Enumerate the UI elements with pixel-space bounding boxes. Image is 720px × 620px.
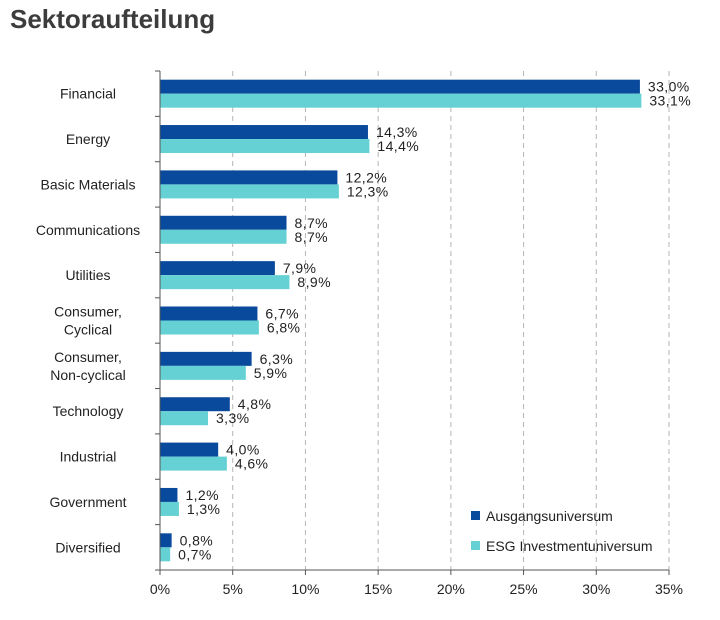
bar-esg-investmentuniversum — [160, 229, 287, 244]
bar-esg-investmentuniversum — [160, 93, 642, 108]
category-label: Government — [49, 494, 126, 510]
category-label: Consumer, — [54, 304, 122, 320]
data-label: 6,3% — [260, 351, 294, 367]
category-label: Cyclical — [64, 322, 112, 338]
data-label: 4,6% — [235, 456, 269, 472]
category-label: Consumer, — [54, 349, 122, 365]
x-tick-label: 30% — [582, 581, 610, 597]
data-label: 12,3% — [347, 183, 389, 199]
bar-esg-investmentuniversum — [160, 139, 370, 154]
x-tick-label: 10% — [291, 581, 319, 597]
legend-swatch — [471, 541, 480, 550]
category-label: Financial — [60, 86, 116, 102]
category-label: Energy — [66, 131, 110, 147]
data-label: 7,9% — [283, 260, 317, 276]
bar-ausgangsuniversum — [160, 533, 172, 548]
category-label: Technology — [53, 403, 124, 419]
bar-esg-investmentuniversum — [160, 456, 227, 471]
bar-ausgangsuniversum — [160, 261, 275, 276]
bar-ausgangsuniversum — [160, 487, 178, 502]
category-label: Industrial — [60, 449, 117, 465]
data-label: 33,1% — [649, 93, 691, 109]
data-label: 33,0% — [648, 79, 690, 95]
category-label: Non-cyclical — [50, 367, 125, 383]
bar-ausgangsuniversum — [160, 351, 252, 366]
bar-ausgangsuniversum — [160, 79, 640, 94]
data-label: 1,3% — [187, 501, 221, 517]
bar-ausgangsuniversum — [160, 170, 338, 185]
x-tick-label: 20% — [437, 581, 465, 597]
bar-esg-investmentuniversum — [160, 320, 259, 335]
category-label: Utilities — [65, 267, 110, 283]
bar-esg-investmentuniversum — [160, 547, 171, 562]
bar-esg-investmentuniversum — [160, 411, 208, 426]
data-label: 14,4% — [377, 138, 419, 154]
bar-ausgangsuniversum — [160, 125, 368, 140]
data-label: 4,8% — [238, 396, 272, 412]
data-label: 8,7% — [295, 229, 329, 245]
bar-ausgangsuniversum — [160, 215, 287, 230]
x-tick-label: 35% — [655, 581, 683, 597]
bar-ausgangsuniversum — [160, 442, 219, 457]
data-label: 0,8% — [180, 532, 214, 548]
data-label: 5,9% — [254, 365, 288, 381]
x-tick-label: 15% — [364, 581, 392, 597]
data-label: 6,8% — [267, 320, 301, 336]
legend-swatch — [471, 511, 480, 520]
data-label: 6,7% — [265, 306, 299, 322]
bar-esg-investmentuniversum — [160, 184, 339, 199]
data-label: 12,2% — [345, 169, 387, 185]
data-label: 0,7% — [178, 546, 212, 562]
legend-label: ESG Investmentuniversum — [486, 538, 653, 554]
category-label: Communications — [36, 222, 140, 238]
bar-esg-investmentuniversum — [160, 365, 246, 380]
data-label: 14,3% — [376, 124, 418, 140]
data-label: 8,9% — [297, 274, 331, 290]
bar-ausgangsuniversum — [160, 397, 230, 412]
bar-ausgangsuniversum — [160, 306, 258, 321]
data-label: 1,2% — [185, 487, 219, 503]
x-tick-label: 5% — [223, 581, 243, 597]
bar-esg-investmentuniversum — [160, 501, 179, 516]
chart-title: Sektoraufteilung — [10, 4, 216, 34]
legend-label: Ausgangsuniversum — [486, 508, 613, 524]
category-label: Basic Materials — [41, 176, 136, 192]
data-label: 8,7% — [295, 215, 329, 231]
x-tick-label: 0% — [150, 581, 170, 597]
data-label: 3,3% — [216, 410, 250, 426]
bar-esg-investmentuniversum — [160, 275, 290, 290]
data-label: 4,0% — [226, 442, 260, 458]
x-tick-label: 25% — [510, 581, 538, 597]
category-label: Diversified — [55, 539, 120, 555]
